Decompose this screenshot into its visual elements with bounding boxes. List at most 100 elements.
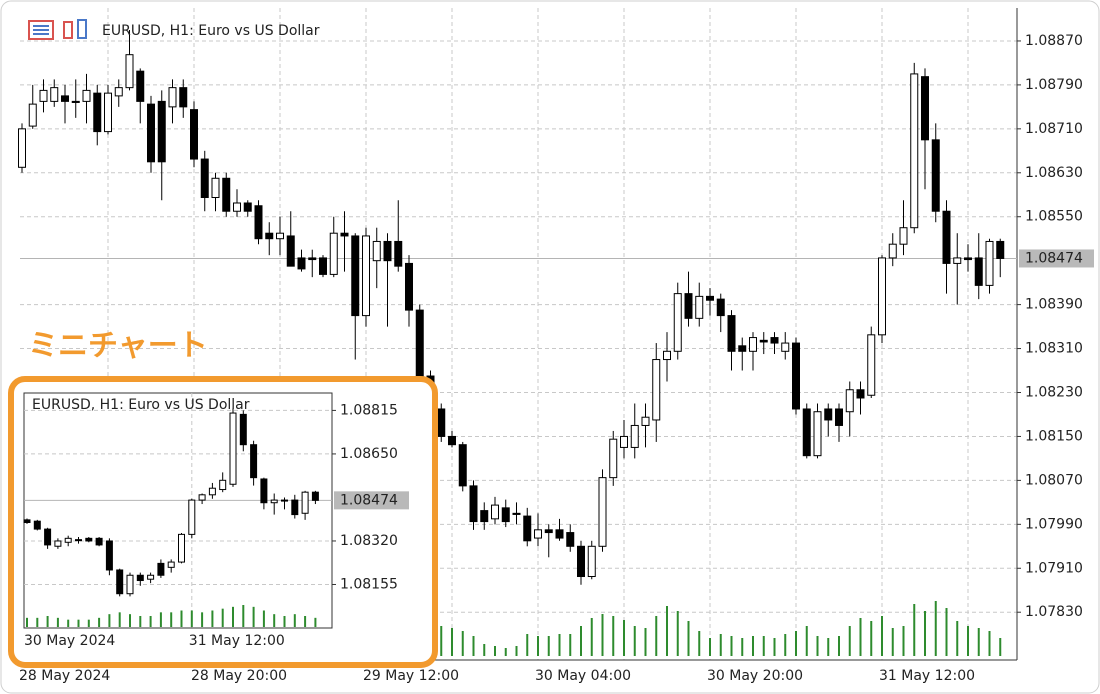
candle-body [501,507,510,523]
candle-body [630,424,639,448]
volume-bar [293,614,296,627]
volume-bar [988,631,991,656]
candle-body [921,76,929,141]
mini-chart: 1.08815 1.08650 1.08320 1.08155 30 May 2024 3… [23,392,409,649]
volume-bar [494,646,496,656]
volume-bar [719,634,722,656]
candle-body [942,210,951,264]
candle-body [996,240,1005,259]
candle-body [329,232,338,275]
y-tick-label: 1.07830 [1025,604,1083,620]
candle-body [28,103,37,127]
y-tick-label: 1.07990 [1025,516,1083,532]
volume-bar [526,634,529,656]
volume-bar [827,638,830,656]
candle-body [178,533,185,563]
candle-body [93,92,102,133]
chart-title: EURUSD, H1: Euro vs US Dollar [32,397,250,413]
candle-body [126,574,134,595]
volume-bar [118,612,121,627]
volume-bar [676,611,679,656]
candle-body [727,315,736,352]
last-price-box [334,491,409,510]
volume-bar [304,616,307,627]
candle-body [229,412,237,485]
candle-body [136,70,145,102]
candle-body [770,337,779,344]
candle-body [781,342,790,352]
candle-body [260,478,268,504]
volume-bar [805,626,808,656]
volume-bar [762,636,765,656]
candle-body [845,389,854,413]
candle-body [555,529,564,539]
candle-body [749,337,757,352]
last-price-label: 1.08474 [1025,250,1083,266]
volume-bar [601,614,604,656]
candle-body [974,257,983,286]
candle-body [953,257,962,264]
candle-body [899,227,908,245]
volume-bar [623,620,625,656]
volume-bar [77,619,80,627]
volume-bar [773,638,776,656]
x-tick-label: 28 May 2024 [19,668,110,684]
candle-body [254,205,263,240]
candle-body [985,240,994,286]
candle-body [114,87,123,97]
volume-bar [784,634,787,656]
volume-bar [967,626,969,656]
candle-body [147,574,155,580]
volume-bar [730,636,733,656]
candle-body [394,240,403,267]
volume-bar [999,638,1002,656]
candle-body [738,345,747,352]
candle-body [641,416,650,426]
candle-body [18,128,26,168]
volume-bar [891,628,894,656]
volume-bar [190,610,193,627]
candle-body [105,540,113,571]
candle-body [566,532,575,547]
candle-body [200,158,209,199]
candle-body [167,561,175,568]
volume-bar [252,606,255,627]
candle-body [276,232,284,240]
y-tick-label: 1.08320 [340,533,398,549]
chart-icons [28,19,87,40]
candle-body [198,494,206,501]
volume-bar [612,616,615,656]
candle-body [695,295,704,319]
volume-bar [108,614,111,627]
y-tick-label: 1.08630 [1025,165,1083,181]
y-tick-label: 1.08710 [1025,121,1083,137]
volume-bar [956,621,959,656]
candle-body [147,103,155,163]
volume-bar [913,604,916,656]
candle-body [480,510,489,523]
candle-body [250,444,258,479]
candle-body [362,235,370,317]
candle-body [291,499,299,516]
volume-bar [859,618,862,656]
volume-bar [698,631,701,656]
volume-bar [472,636,475,656]
volume-bar [242,605,245,627]
volume-bar [633,626,636,656]
candle-body [383,240,392,262]
volume-bar [221,608,224,627]
candle-body [23,519,31,524]
candle-body [33,520,41,530]
candle-body [233,202,241,212]
volume-bar [709,638,711,656]
candle-body [867,334,876,396]
volume-bar [211,610,214,627]
y-tick-label: 1.08815 [340,402,398,418]
candle-body [301,491,309,514]
candle-body [239,413,247,446]
y-tick-label: 1.08230 [1025,384,1083,400]
volume-bar [977,628,980,656]
y-tick-label: 1.08870 [1025,33,1083,49]
volume-bar [149,616,152,627]
